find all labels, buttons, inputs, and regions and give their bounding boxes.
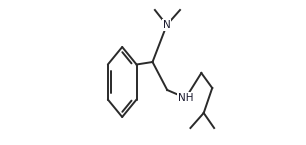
- Text: NH: NH: [178, 93, 193, 103]
- Text: N: N: [163, 20, 171, 30]
